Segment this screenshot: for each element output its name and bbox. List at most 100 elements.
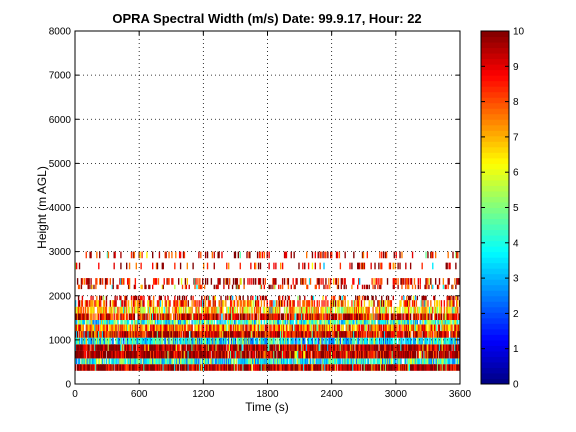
heatmap-cell — [352, 364, 354, 371]
heatmap-cell — [313, 306, 316, 314]
heatmap-cell — [160, 320, 163, 325]
heatmap-cell — [173, 364, 175, 371]
heatmap-cell — [291, 324, 293, 332]
heatmap-cell — [335, 364, 338, 371]
heatmap-cell — [156, 306, 159, 314]
heatmap-cell — [300, 278, 302, 285]
heatmap-cell — [93, 344, 95, 351]
heatmap-cell — [221, 350, 223, 359]
heatmap-cell — [102, 295, 105, 301]
heatmap-cell — [358, 324, 361, 332]
heatmap-cell — [366, 331, 368, 338]
heatmap-cell — [185, 284, 188, 290]
heatmap-cell — [218, 278, 220, 285]
heatmap-cell — [416, 364, 419, 371]
heatmap-cell — [123, 306, 125, 314]
heatmap-cell — [187, 324, 189, 332]
heatmap-cell — [328, 324, 330, 332]
heatmap-cell — [118, 331, 120, 338]
heatmap-cell — [314, 320, 317, 325]
heatmap-cell — [236, 344, 239, 351]
heatmap-cell — [378, 324, 380, 332]
heatmap-cell — [388, 337, 391, 345]
heatmap-cell — [363, 295, 366, 301]
heatmap-cell — [426, 358, 428, 365]
heatmap-cell — [357, 300, 359, 307]
heatmap-cell — [259, 337, 262, 345]
heatmap-cell — [209, 300, 212, 307]
heatmap-cell — [448, 278, 450, 285]
heatmap-cell — [250, 324, 252, 332]
heatmap-cell — [97, 344, 99, 351]
heatmap-cell — [90, 350, 92, 359]
heatmap-cell — [214, 300, 216, 307]
heatmap-cell — [188, 324, 190, 332]
heatmap-cell — [216, 350, 218, 359]
heatmap-cell — [164, 350, 166, 359]
heatmap-cell — [167, 320, 169, 325]
heatmap-cell — [208, 300, 211, 307]
heatmap-cell — [238, 358, 240, 365]
heatmap-cell — [402, 278, 404, 285]
heatmap-cell — [167, 306, 169, 314]
heatmap-cell — [261, 364, 264, 371]
heatmap-cell — [262, 358, 265, 365]
heatmap-cell — [327, 320, 329, 325]
heatmap-cell — [76, 337, 79, 345]
heatmap-cell — [158, 295, 161, 301]
heatmap-cell — [103, 358, 106, 365]
chart-title: OPRA Spectral Width (m/s) Date: 99.9.17,… — [112, 11, 421, 26]
heatmap-cell — [235, 320, 238, 325]
heatmap-cell — [336, 251, 339, 259]
heatmap-cell — [189, 337, 191, 345]
heatmap-cell — [245, 344, 247, 351]
heatmap-cell — [361, 320, 364, 325]
heatmap-cell — [199, 284, 201, 290]
heatmap-cell — [303, 300, 305, 307]
heatmap-cell — [127, 337, 130, 345]
heatmap-cell — [86, 331, 88, 338]
heatmap-cell — [381, 313, 383, 321]
heatmap-cell — [311, 262, 314, 270]
heatmap-cell — [141, 324, 143, 332]
heatmap-cell — [248, 358, 250, 365]
heatmap-cell — [216, 313, 218, 321]
heatmap-cell — [429, 358, 431, 365]
heatmap-cell — [400, 300, 402, 307]
heatmap-cell — [437, 344, 440, 351]
heatmap-cell — [140, 344, 142, 351]
heatmap-cell — [174, 262, 176, 270]
heatmap-cell — [139, 344, 141, 351]
heatmap-cell — [457, 331, 459, 338]
heatmap-cell — [369, 337, 371, 345]
heatmap-cell — [257, 350, 260, 359]
heatmap-cell — [158, 324, 161, 332]
heatmap-cell — [320, 320, 322, 325]
heatmap-cell — [373, 344, 375, 351]
heatmap-cell — [306, 344, 308, 351]
heatmap-cell — [300, 344, 302, 351]
heatmap-cell — [304, 300, 306, 307]
heatmap-cell — [162, 344, 164, 351]
heatmap-cell — [109, 350, 112, 359]
heatmap-cell — [263, 344, 266, 351]
heatmap-cell — [111, 337, 113, 345]
heatmap-cell — [381, 278, 383, 285]
heatmap-cell — [398, 358, 400, 365]
heatmap-cell — [257, 278, 260, 285]
heatmap-cell — [331, 337, 333, 345]
heatmap-cell — [232, 350, 235, 359]
heatmap-cell — [449, 350, 451, 359]
heatmap-cell — [91, 320, 93, 325]
heatmap-cell — [432, 324, 434, 332]
heatmap-cell — [178, 251, 181, 259]
heatmap-cell — [415, 344, 418, 351]
heatmap-cell — [87, 306, 89, 314]
heatmap-cell — [288, 324, 291, 332]
heatmap-cell — [412, 331, 415, 338]
heatmap-cell — [327, 324, 329, 332]
heatmap-cell — [424, 306, 426, 314]
heatmap-cell — [379, 344, 381, 351]
heatmap-cell — [124, 331, 126, 338]
